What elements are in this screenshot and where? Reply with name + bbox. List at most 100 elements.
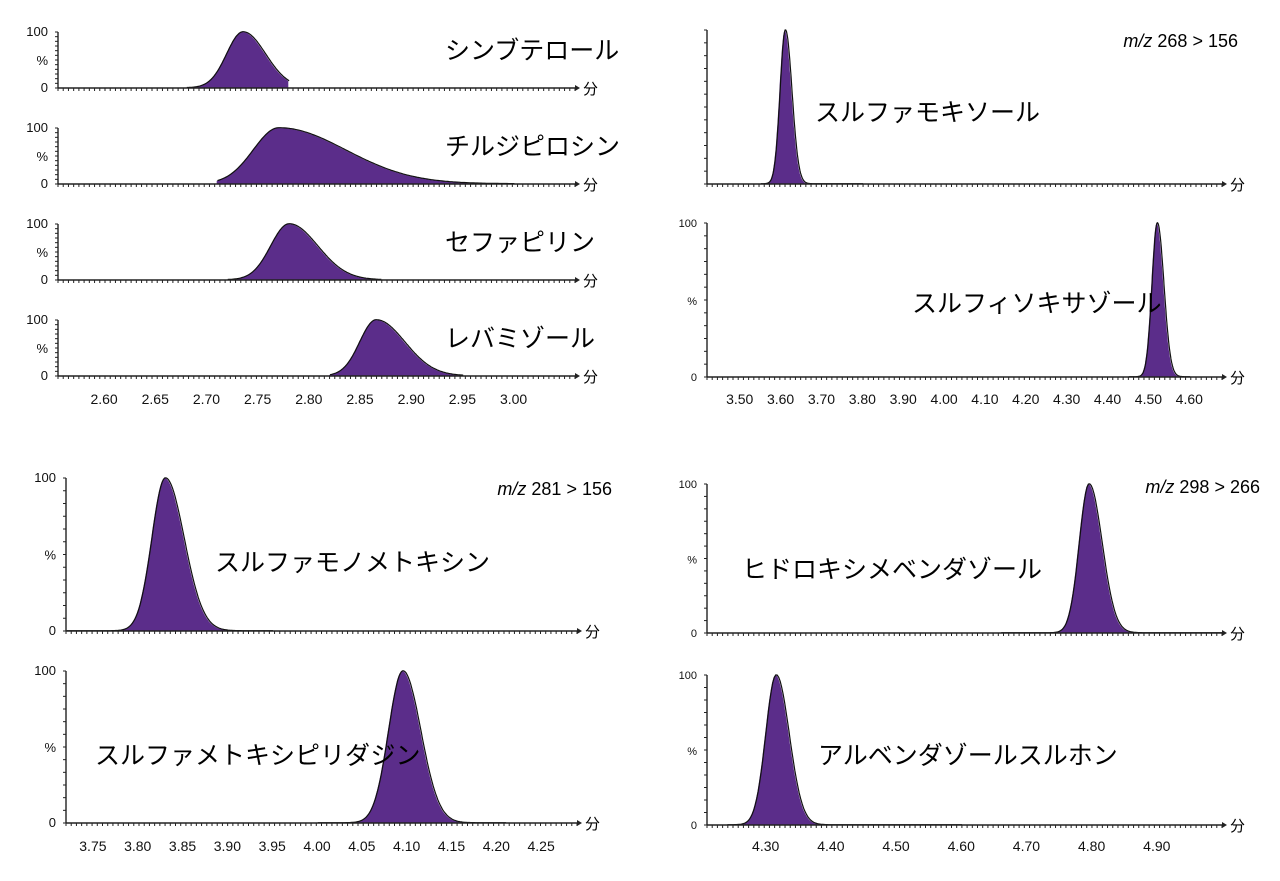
x-unit-label: 分 [583,80,598,98]
x-tick-label: 4.30 [1053,391,1080,407]
x-tick-label: 4.25 [528,838,555,854]
x-tick-label: 3.75 [79,838,106,854]
x-axis-arrow [1222,181,1227,187]
chromatogram-panel: 分 100% 0 シンブテロール [26,24,619,98]
y-tick-label: 0 [691,628,697,640]
x-tick-label: 4.10 [971,391,998,407]
x-axis-arrow [1222,374,1227,380]
compound-name-label: セファピリン [445,228,595,257]
x-tick-label: 3.90 [890,391,917,407]
x-tick-label: 4.30 [752,838,779,854]
y-tick-label: 100 [26,24,48,39]
x-tick-label: 2.75 [244,391,271,407]
y-tick-label: 0 [41,368,48,383]
compound-name-label: シンブテロール [445,36,619,65]
x-unit-label: 分 [1230,817,1245,835]
x-tick-label: 3.95 [259,838,286,854]
compound-name-label: チルジピロシン [445,132,620,161]
chromatogram-panel: 分 スルファモキソール [704,29,1245,194]
x-axis-arrow [577,820,582,826]
mz-transition-label: m/z 281 > 156 [497,479,612,499]
x-tick-label: 4.60 [1176,391,1203,407]
compound-name-label: スルファモノメトキシン [215,548,490,577]
x-tick-label: 4.15 [438,838,465,854]
peak-area [216,128,514,184]
peak-area [186,32,289,88]
x-tick-label: 3.70 [808,391,835,407]
y-tick-label: % [44,548,56,563]
y-tick-label: 100 [34,470,56,485]
x-tick-label: 2.70 [193,391,220,407]
x-tick-label: 2.85 [346,391,373,407]
x-axis-arrow [575,85,580,91]
peak-area [726,675,962,825]
x-tick-label: 4.20 [483,838,510,854]
x-unit-label: 分 [583,368,598,386]
y-tick-label: 100 [679,670,697,682]
y-tick-label: 0 [49,815,56,830]
y-tick-label: 0 [41,176,48,191]
x-tick-label: 4.20 [1012,391,1039,407]
x-tick-label: 3.85 [169,838,196,854]
x-unit-label: 分 [585,623,600,641]
x-unit-label: 分 [583,176,598,194]
peak-outline [227,223,382,281]
x-tick-label: 2.60 [90,391,117,407]
y-tick-label: 0 [691,372,697,384]
peak-area [1000,484,1222,633]
mz-values: 281 > 156 [526,479,612,499]
x-tick-label: 4.60 [948,838,975,854]
y-tick-label: 0 [41,80,48,95]
x-axis-arrow [575,277,580,283]
x-tick-label: 4.80 [1078,838,1105,854]
peak-area [1128,223,1190,377]
mz-values: 268 > 156 [1152,31,1238,51]
x-tick-label: 3.90 [214,838,241,854]
x-tick-label: 4.40 [817,838,844,854]
y-tick-label: 100 [26,216,48,231]
x-tick-label: 4.90 [1143,838,1170,854]
x-tick-label: 2.65 [142,391,169,407]
x-tick-label: 3.80 [849,391,876,407]
y-tick-label: 100 [26,312,48,327]
y-tick-label: 0 [49,623,56,638]
chromatogram-panel: 分 100% 0 チルジピロシン [26,120,620,194]
x-unit-label: 分 [585,815,600,833]
x-tick-label: 4.40 [1094,391,1121,407]
chromatogram-panel: 分 100% 0 セファピリン [26,216,598,290]
y-tick-label: % [687,296,697,308]
mz-transition-label: m/z 298 > 266 [1145,477,1260,497]
peak-area [66,478,273,631]
mz-prefix: m/z [1145,477,1174,497]
y-tick-label: % [687,555,697,567]
x-axis-arrow [575,373,580,379]
x-axis-arrow [1222,630,1227,636]
peak-outline [217,127,515,185]
x-tick-label: 4.00 [930,391,957,407]
x-unit-label: 分 [1230,369,1245,387]
x-tick-label: 2.90 [398,391,425,407]
y-tick-label: % [36,245,48,260]
x-axis-arrow [1222,822,1227,828]
x-tick-label: 4.10 [393,838,420,854]
peak-area [760,30,863,185]
chromatogram-panel: 分 100% 0 ヒドロキシメベンダゾール [679,479,1245,643]
x-axis-arrow [577,628,582,634]
y-tick-label: % [36,341,48,356]
compound-name-label: ヒドロキシメベンダゾール [742,555,1042,584]
chromatogram-panel: 分 100% 0 スルファメトキシピリダジン [34,663,600,833]
y-tick-label: 100 [26,120,48,135]
compound-name-label: アルベンダゾールスルホン [818,741,1118,770]
y-tick-label: 0 [691,820,697,832]
peak-area [329,320,463,376]
y-tick-label: % [36,53,48,68]
mz-transition-label: m/z 268 > 156 [1123,31,1238,51]
x-unit-label: 分 [1230,625,1245,643]
chromatogram-block-1: 分100%0シンブテロール分100%0チルジピロシン分100%0セファピリン分1… [26,24,620,407]
x-tick-label: 4.00 [303,838,330,854]
x-tick-label: 3.50 [726,391,753,407]
